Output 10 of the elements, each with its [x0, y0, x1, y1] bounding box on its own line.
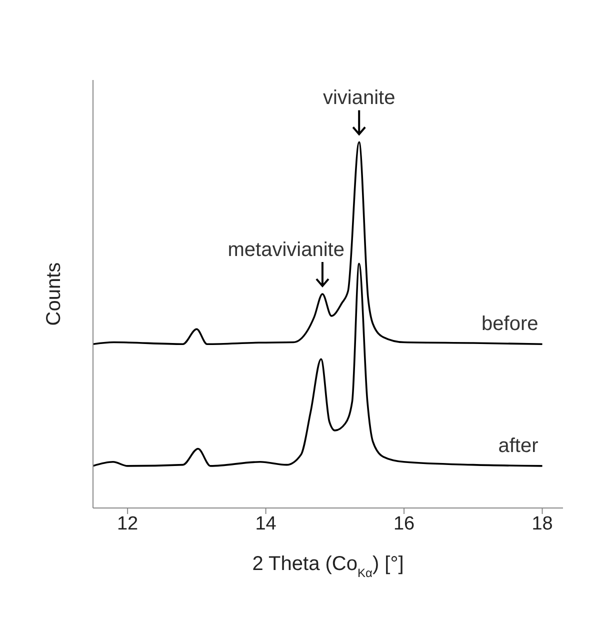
series-label: after	[498, 434, 539, 457]
x-tick-label: 16	[393, 513, 415, 534]
annotation: vivianite	[322, 87, 396, 110]
annotation: metavivianite	[228, 239, 344, 261]
x-tick-label: 12	[116, 513, 138, 534]
x-tick-label: 14	[255, 513, 277, 534]
x-tick-label: 18	[532, 513, 553, 534]
x-axis-title: 2 Theta (Co$_{Kα}$) [°]	[252, 553, 404, 580]
y-axis-title: Counts	[43, 262, 66, 326]
series-label: before	[482, 313, 538, 336]
